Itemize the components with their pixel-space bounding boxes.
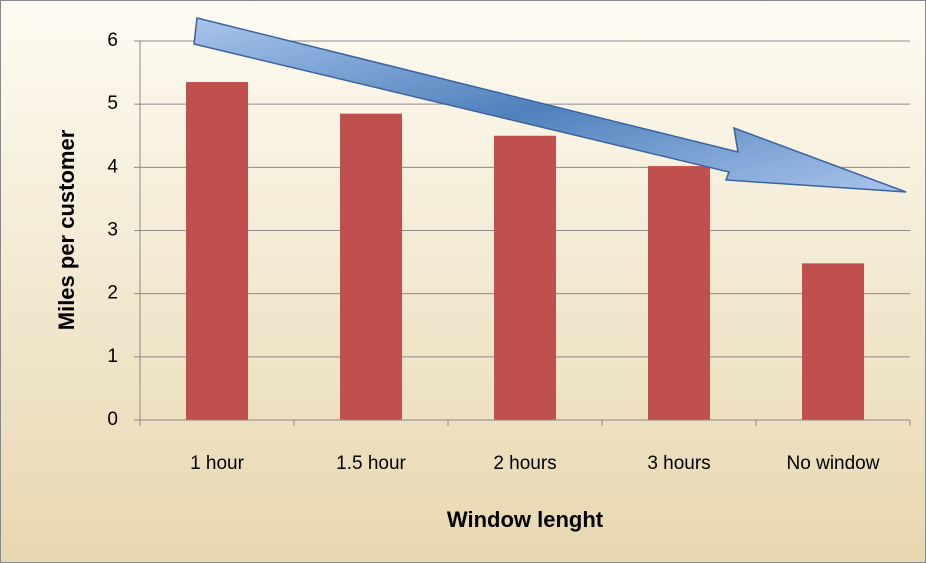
trend-arrow <box>193 17 907 193</box>
x-tick-label: 3 hours <box>647 453 710 474</box>
x-tick-label: 1 hour <box>190 453 245 474</box>
x-axis-title: Window lenght <box>447 507 604 532</box>
y-tick-label: 2 <box>107 283 118 304</box>
bar <box>802 263 864 420</box>
x-tick-label: 1.5 hour <box>336 453 406 474</box>
y-tick-label: 4 <box>107 156 118 177</box>
y-tick-label: 3 <box>107 220 118 241</box>
y-tick-label: 5 <box>107 93 118 114</box>
bar <box>340 113 402 421</box>
y-tick-label: 0 <box>107 409 118 430</box>
bar <box>186 82 248 420</box>
bar <box>648 166 710 420</box>
x-tick-label: 2 hours <box>493 453 556 474</box>
y-axis-title: Miles per customer <box>54 129 79 330</box>
x-tick-label: No window <box>787 453 880 474</box>
bar <box>494 135 556 420</box>
y-tick-label: 6 <box>107 30 118 51</box>
y-tick-label: 1 <box>107 346 118 367</box>
